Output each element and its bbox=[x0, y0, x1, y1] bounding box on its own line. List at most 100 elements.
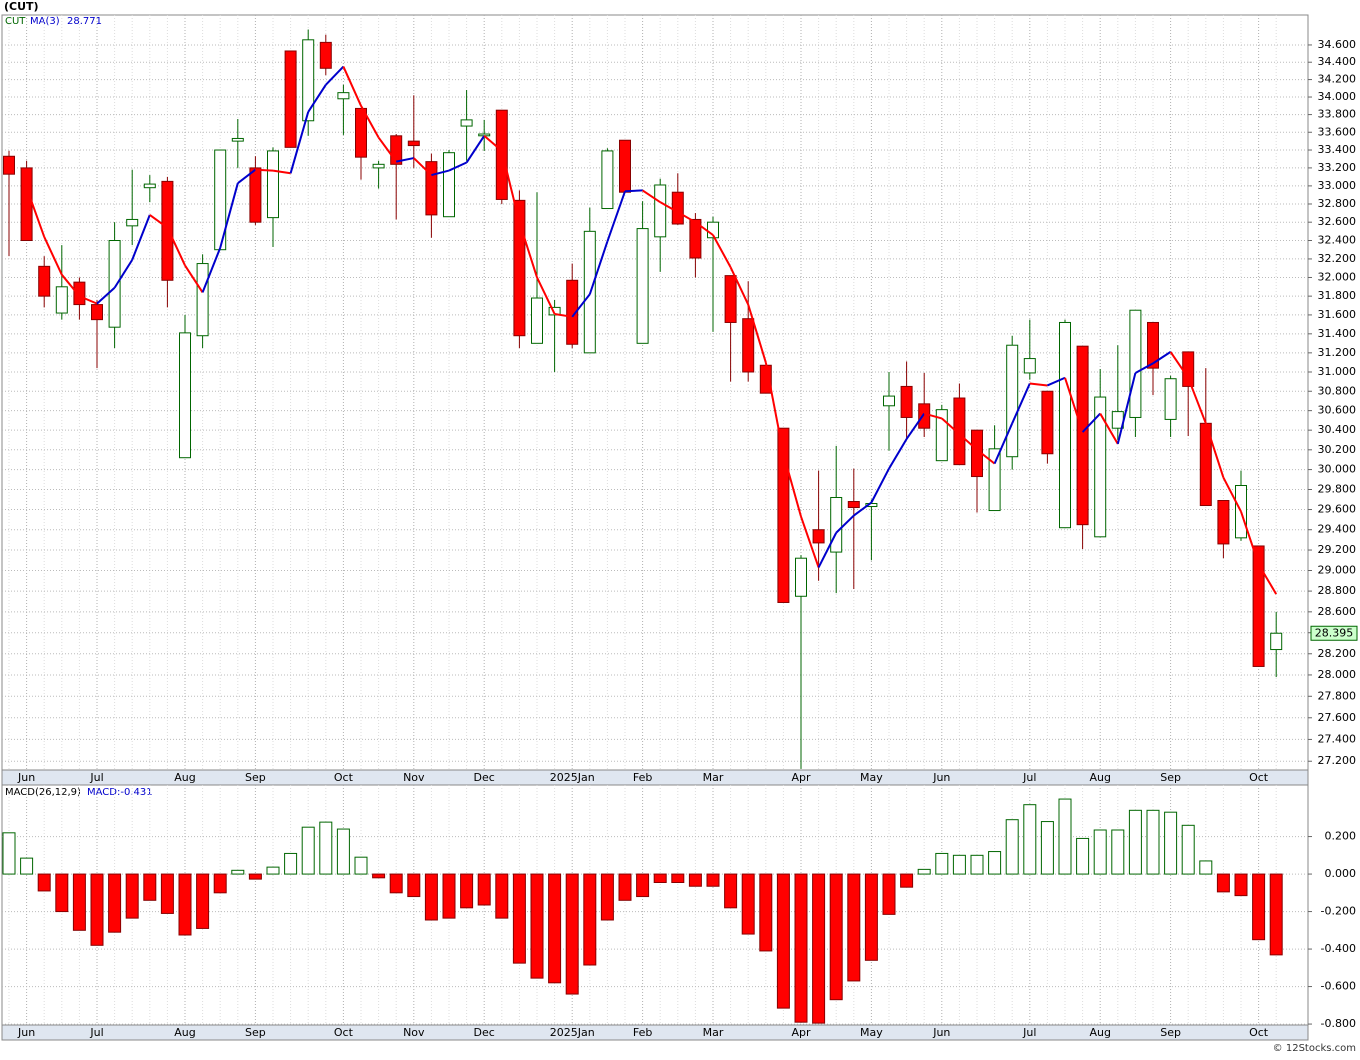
macd-bar bbox=[1005, 819, 1019, 875]
macd-bar bbox=[178, 873, 192, 936]
macd-bar bbox=[864, 873, 878, 961]
macd-bar bbox=[20, 857, 34, 875]
y-tick-label: 0.000 bbox=[1325, 867, 1357, 880]
macd-bar bbox=[917, 868, 931, 875]
ma-segment bbox=[431, 169, 450, 177]
ma-segment bbox=[536, 277, 556, 315]
y-tick-label: 33.600 bbox=[1318, 125, 1357, 138]
macd-bar bbox=[688, 873, 702, 887]
ma-segment bbox=[588, 241, 609, 295]
macd-bar bbox=[671, 873, 685, 883]
ma-segment bbox=[712, 234, 732, 268]
candle-body bbox=[513, 199, 526, 337]
candle-body bbox=[1252, 545, 1265, 667]
ma-segment bbox=[219, 182, 239, 249]
ma-segment bbox=[677, 211, 696, 224]
y-tick-label: 29.800 bbox=[1318, 482, 1357, 495]
y-tick-label: -0.600 bbox=[1321, 980, 1356, 993]
macd-bar bbox=[319, 821, 333, 875]
footer: © 12Stocks.com bbox=[1273, 1043, 1356, 1054]
macd-bar bbox=[653, 873, 667, 883]
candle-body bbox=[531, 297, 543, 344]
candle-body bbox=[126, 218, 139, 227]
candle-body bbox=[267, 150, 279, 219]
x-tick-label: Sep bbox=[1160, 1026, 1181, 1039]
y-tick-label: 28.000 bbox=[1318, 668, 1357, 681]
macd-bar bbox=[724, 873, 738, 909]
ma-segment bbox=[1116, 372, 1137, 445]
x-tick-label: May bbox=[860, 1026, 883, 1039]
ma-segment bbox=[1204, 423, 1225, 478]
ma-segment bbox=[764, 362, 785, 454]
macd-bar bbox=[248, 873, 262, 880]
ma-segment bbox=[113, 259, 134, 289]
candle-body bbox=[1023, 358, 1036, 374]
candle-body bbox=[1006, 344, 1019, 458]
ma-segment bbox=[817, 532, 838, 568]
candle-body bbox=[161, 180, 174, 281]
candle-body bbox=[319, 41, 332, 69]
candle-body bbox=[953, 397, 966, 466]
x-tick-label: Sep bbox=[1160, 771, 1181, 784]
x-tick-label: Oct bbox=[1249, 1026, 1269, 1039]
macd-bar bbox=[759, 873, 773, 952]
last-price-box bbox=[1310, 625, 1358, 641]
candle-body bbox=[847, 501, 860, 509]
ma-segment bbox=[941, 417, 961, 435]
ma-segment bbox=[448, 161, 468, 172]
y-tick-label: 29.200 bbox=[1318, 543, 1357, 556]
x-tick-label: Aug bbox=[174, 771, 195, 784]
candle-body bbox=[918, 403, 931, 429]
macd-bar bbox=[231, 869, 245, 875]
y-tick-label: 32.800 bbox=[1318, 197, 1357, 210]
ma-segment bbox=[606, 190, 626, 242]
candle-body bbox=[425, 161, 438, 216]
macd-bar bbox=[1199, 860, 1213, 875]
ma-segment bbox=[958, 433, 978, 451]
x-tick-label: Feb bbox=[633, 1026, 652, 1039]
y-tick-label: 29.400 bbox=[1318, 523, 1357, 536]
y-tick-label: 0.200 bbox=[1325, 830, 1357, 843]
ma-segment bbox=[747, 304, 767, 363]
x-tick-label: Mar bbox=[703, 1026, 724, 1039]
ma-segment bbox=[396, 157, 414, 163]
candle-body bbox=[443, 152, 455, 218]
macd-bar bbox=[213, 873, 227, 894]
macd-bar bbox=[2, 832, 16, 875]
ma-segment bbox=[307, 84, 327, 113]
macd-bar bbox=[284, 852, 298, 875]
candle-body bbox=[20, 167, 33, 242]
candle-body bbox=[1041, 390, 1054, 455]
ma-segment bbox=[131, 214, 151, 261]
macd-bar bbox=[389, 873, 403, 894]
x-tick-label: Sep bbox=[245, 1026, 266, 1039]
macd-bar bbox=[196, 873, 210, 929]
candle-body bbox=[355, 107, 367, 158]
candle-body bbox=[619, 139, 631, 193]
ma-segment bbox=[325, 65, 345, 86]
x-tick-label: Jun bbox=[932, 771, 950, 784]
x-tick-label: 2025Jan bbox=[550, 1026, 595, 1039]
candle-body bbox=[55, 286, 68, 314]
last-price-label: 28.395 bbox=[1315, 626, 1354, 639]
ma-segment bbox=[1099, 413, 1119, 445]
macd-bar bbox=[1023, 804, 1037, 875]
y-tick-label: 30.200 bbox=[1318, 443, 1357, 456]
y-tick-label: -0.400 bbox=[1321, 942, 1356, 955]
macd-bar bbox=[935, 852, 949, 875]
candle-body bbox=[1147, 321, 1159, 369]
legend-series: CUT bbox=[5, 16, 26, 27]
ma-segment bbox=[1064, 377, 1084, 433]
ma-segment bbox=[43, 236, 63, 276]
legend-ma: MA(3) bbox=[30, 16, 60, 27]
ma-segment bbox=[624, 189, 643, 193]
ma-segment bbox=[184, 264, 204, 293]
ma-segment bbox=[642, 189, 661, 203]
y-tick-label: 32.400 bbox=[1318, 234, 1357, 247]
macd-bar bbox=[970, 854, 984, 875]
macd-bar bbox=[90, 873, 104, 946]
ma-segment bbox=[870, 468, 890, 503]
candle-body bbox=[689, 218, 702, 259]
candle-body bbox=[883, 395, 895, 407]
y-tick-label: 28.200 bbox=[1318, 647, 1357, 660]
